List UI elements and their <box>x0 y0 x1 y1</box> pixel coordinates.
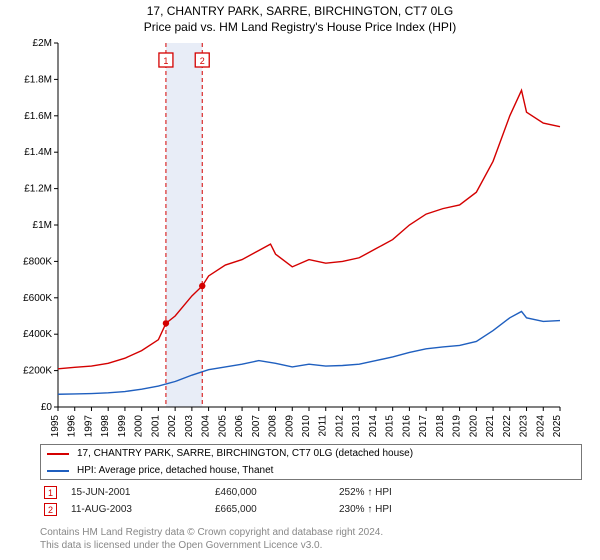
svg-text:2019: 2019 <box>452 415 463 437</box>
legend-row: 17, CHANTRY PARK, SARRE, BIRCHINGTON, CT… <box>41 445 581 462</box>
svg-text:2004: 2004 <box>201 415 212 437</box>
svg-text:2021: 2021 <box>485 415 496 437</box>
svg-text:2008: 2008 <box>268 415 279 437</box>
svg-text:2007: 2007 <box>251 415 262 437</box>
svg-text:2006: 2006 <box>234 415 245 437</box>
svg-text:£200K: £200K <box>23 366 52 377</box>
svg-text:2022: 2022 <box>502 415 513 437</box>
svg-text:£1.8M: £1.8M <box>24 75 52 86</box>
svg-text:2011: 2011 <box>318 415 329 437</box>
svg-text:2015: 2015 <box>385 415 396 437</box>
svg-text:2018: 2018 <box>435 415 446 437</box>
svg-text:£600K: £600K <box>23 293 52 304</box>
sale-price: £665,000 <box>215 504 325 515</box>
svg-text:£2M: £2M <box>33 38 52 49</box>
chart-title-sub: Price paid vs. HM Land Registry's House … <box>0 20 600 36</box>
footnote-line2: This data is licensed under the Open Gov… <box>40 539 383 552</box>
svg-text:£1.4M: £1.4M <box>24 147 52 158</box>
legend-label: HPI: Average price, detached house, Than… <box>77 465 273 476</box>
svg-text:2017: 2017 <box>418 415 429 437</box>
svg-text:£400K: £400K <box>23 329 52 340</box>
sale-hpi-diff: 230% ↑ HPI <box>339 504 479 515</box>
legend: 17, CHANTRY PARK, SARRE, BIRCHINGTON, CT… <box>40 444 582 480</box>
svg-text:2025: 2025 <box>552 415 563 437</box>
sale-row: 2 11-AUG-2003 £665,000 230% ↑ HPI <box>40 501 580 518</box>
svg-text:1: 1 <box>163 56 168 66</box>
svg-text:1995: 1995 <box>50 415 61 437</box>
chart-title-main: 17, CHANTRY PARK, SARRE, BIRCHINGTON, CT… <box>0 4 600 20</box>
sale-date: 15-JUN-2001 <box>71 487 201 498</box>
svg-text:2002: 2002 <box>167 415 178 437</box>
sale-date: 11-AUG-2003 <box>71 504 201 515</box>
sale-row: 1 15-JUN-2001 £460,000 252% ↑ HPI <box>40 484 580 501</box>
svg-text:1996: 1996 <box>67 415 78 437</box>
svg-text:2000: 2000 <box>134 415 145 437</box>
sale-price: £460,000 <box>215 487 325 498</box>
legend-swatch <box>47 453 69 455</box>
svg-text:2012: 2012 <box>334 415 345 437</box>
svg-text:2005: 2005 <box>217 415 228 437</box>
svg-text:2014: 2014 <box>368 415 379 437</box>
sale-hpi-diff: 252% ↑ HPI <box>339 487 479 498</box>
svg-text:£800K: £800K <box>23 257 52 268</box>
svg-text:2020: 2020 <box>468 415 479 437</box>
line-chart-svg: £0 £200K £400K £600K £800K £1M £1.2M £1.4M £1.6M… <box>10 37 570 437</box>
sale-marker-box: 2 <box>44 503 57 516</box>
sale-marker-box: 1 <box>44 486 57 499</box>
svg-text:2: 2 <box>200 56 205 66</box>
svg-text:2024: 2024 <box>535 415 546 437</box>
svg-text:1997: 1997 <box>83 415 94 437</box>
chart-title-block: 17, CHANTRY PARK, SARRE, BIRCHINGTON, CT… <box>0 0 600 35</box>
sales-table: 1 15-JUN-2001 £460,000 252% ↑ HPI 2 11-AUG-20… <box>40 484 580 518</box>
svg-text:2009: 2009 <box>284 415 295 437</box>
footnote-line1: Contains HM Land Registry data © Crown c… <box>40 526 383 539</box>
chart-area: £0 £200K £400K £600K £800K £1M £1.2M £1.4M £1.6M… <box>10 37 570 437</box>
svg-text:2003: 2003 <box>184 415 195 437</box>
svg-text:£1.6M: £1.6M <box>24 111 52 122</box>
svg-text:2001: 2001 <box>150 415 161 437</box>
svg-text:2010: 2010 <box>301 415 312 437</box>
legend-swatch <box>47 470 69 472</box>
svg-text:2023: 2023 <box>519 415 530 437</box>
footnote: Contains HM Land Registry data © Crown c… <box>40 526 383 552</box>
svg-text:£1M: £1M <box>33 220 52 231</box>
legend-label: 17, CHANTRY PARK, SARRE, BIRCHINGTON, CT… <box>77 448 413 459</box>
svg-text:£1.2M: £1.2M <box>24 184 52 195</box>
svg-text:1999: 1999 <box>117 415 128 437</box>
svg-text:2016: 2016 <box>401 415 412 437</box>
svg-text:2013: 2013 <box>351 415 362 437</box>
svg-text:£0: £0 <box>41 402 53 413</box>
legend-row: HPI: Average price, detached house, Than… <box>41 462 581 479</box>
svg-text:1998: 1998 <box>100 415 111 437</box>
